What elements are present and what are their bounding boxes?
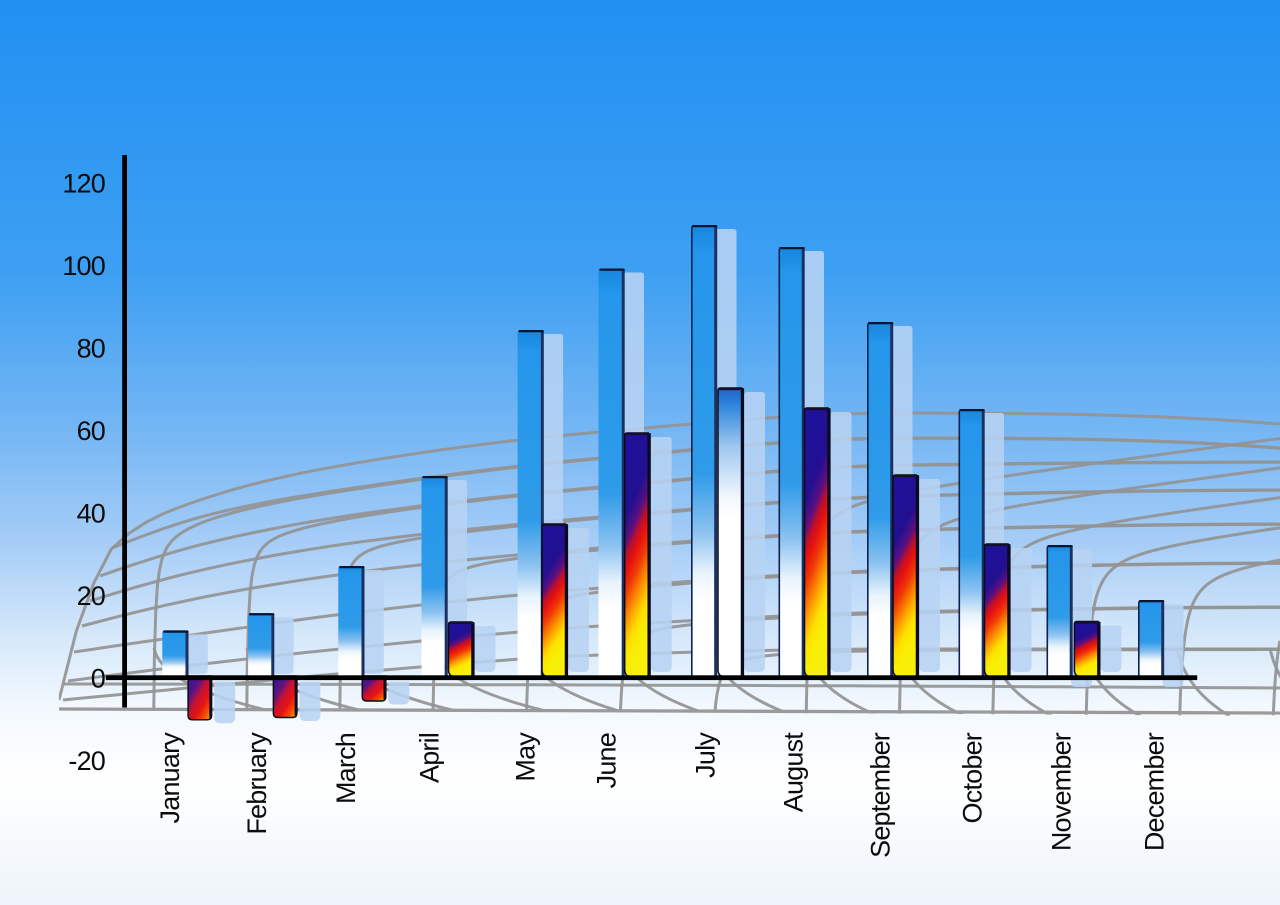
svg-text:January: January: [155, 732, 185, 824]
svg-text:20: 20: [77, 581, 105, 611]
svg-text:February: February: [242, 732, 272, 835]
svg-text:April: April: [415, 733, 445, 783]
svg-text:60: 60: [77, 416, 105, 446]
svg-text:March: March: [331, 733, 361, 804]
svg-text:120: 120: [62, 168, 105, 198]
svg-text:June: June: [592, 733, 622, 788]
svg-text:July: July: [691, 732, 721, 778]
svg-text:November: November: [1047, 732, 1077, 851]
svg-text:December: December: [1140, 732, 1170, 851]
svg-text:100: 100: [62, 251, 105, 281]
svg-text:October: October: [958, 732, 988, 823]
svg-text:80: 80: [77, 333, 105, 363]
svg-text:May: May: [511, 732, 541, 782]
svg-text:0: 0: [91, 663, 105, 693]
svg-text:August: August: [779, 732, 809, 813]
svg-text:September: September: [866, 732, 896, 858]
svg-text:-20: -20: [68, 746, 105, 776]
svg-text:40: 40: [77, 498, 105, 528]
